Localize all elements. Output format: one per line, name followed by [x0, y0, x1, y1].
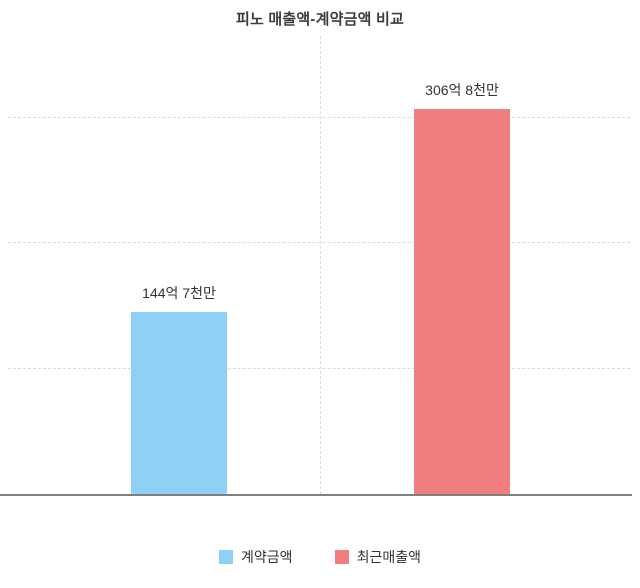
bar-contract [131, 312, 227, 494]
bar-revenue [414, 109, 510, 494]
bar-group-revenue: 306억 8천만 [414, 80, 510, 494]
legend-label-revenue: 최근매출액 [356, 549, 421, 565]
x-axis-line [0, 494, 632, 496]
category-divider-line [320, 36, 321, 494]
chart-legend: 계약금액 최근매출액 [0, 547, 640, 567]
legend-item-contract[interactable]: 계약금액 [219, 547, 293, 567]
legend-swatch-revenue [334, 550, 349, 564]
legend-item-revenue[interactable]: 최근매출액 [334, 547, 421, 567]
bar-group-contract: 144억 7천만 [131, 283, 227, 494]
plot-area: 144억 7천만 306억 8천만 [0, 36, 640, 494]
legend-label-contract: 계약금액 [241, 549, 293, 565]
legend-swatch-contract [219, 550, 234, 564]
gridline-300 [8, 117, 630, 118]
bar-value-label-contract: 144억 7천만 [142, 285, 216, 301]
gridline-100 [8, 368, 630, 369]
bar-value-label-revenue: 306억 8천만 [425, 82, 499, 98]
chart-title: 피노 매출액-계약금액 비교 [236, 11, 404, 28]
gridline-200 [8, 242, 630, 243]
